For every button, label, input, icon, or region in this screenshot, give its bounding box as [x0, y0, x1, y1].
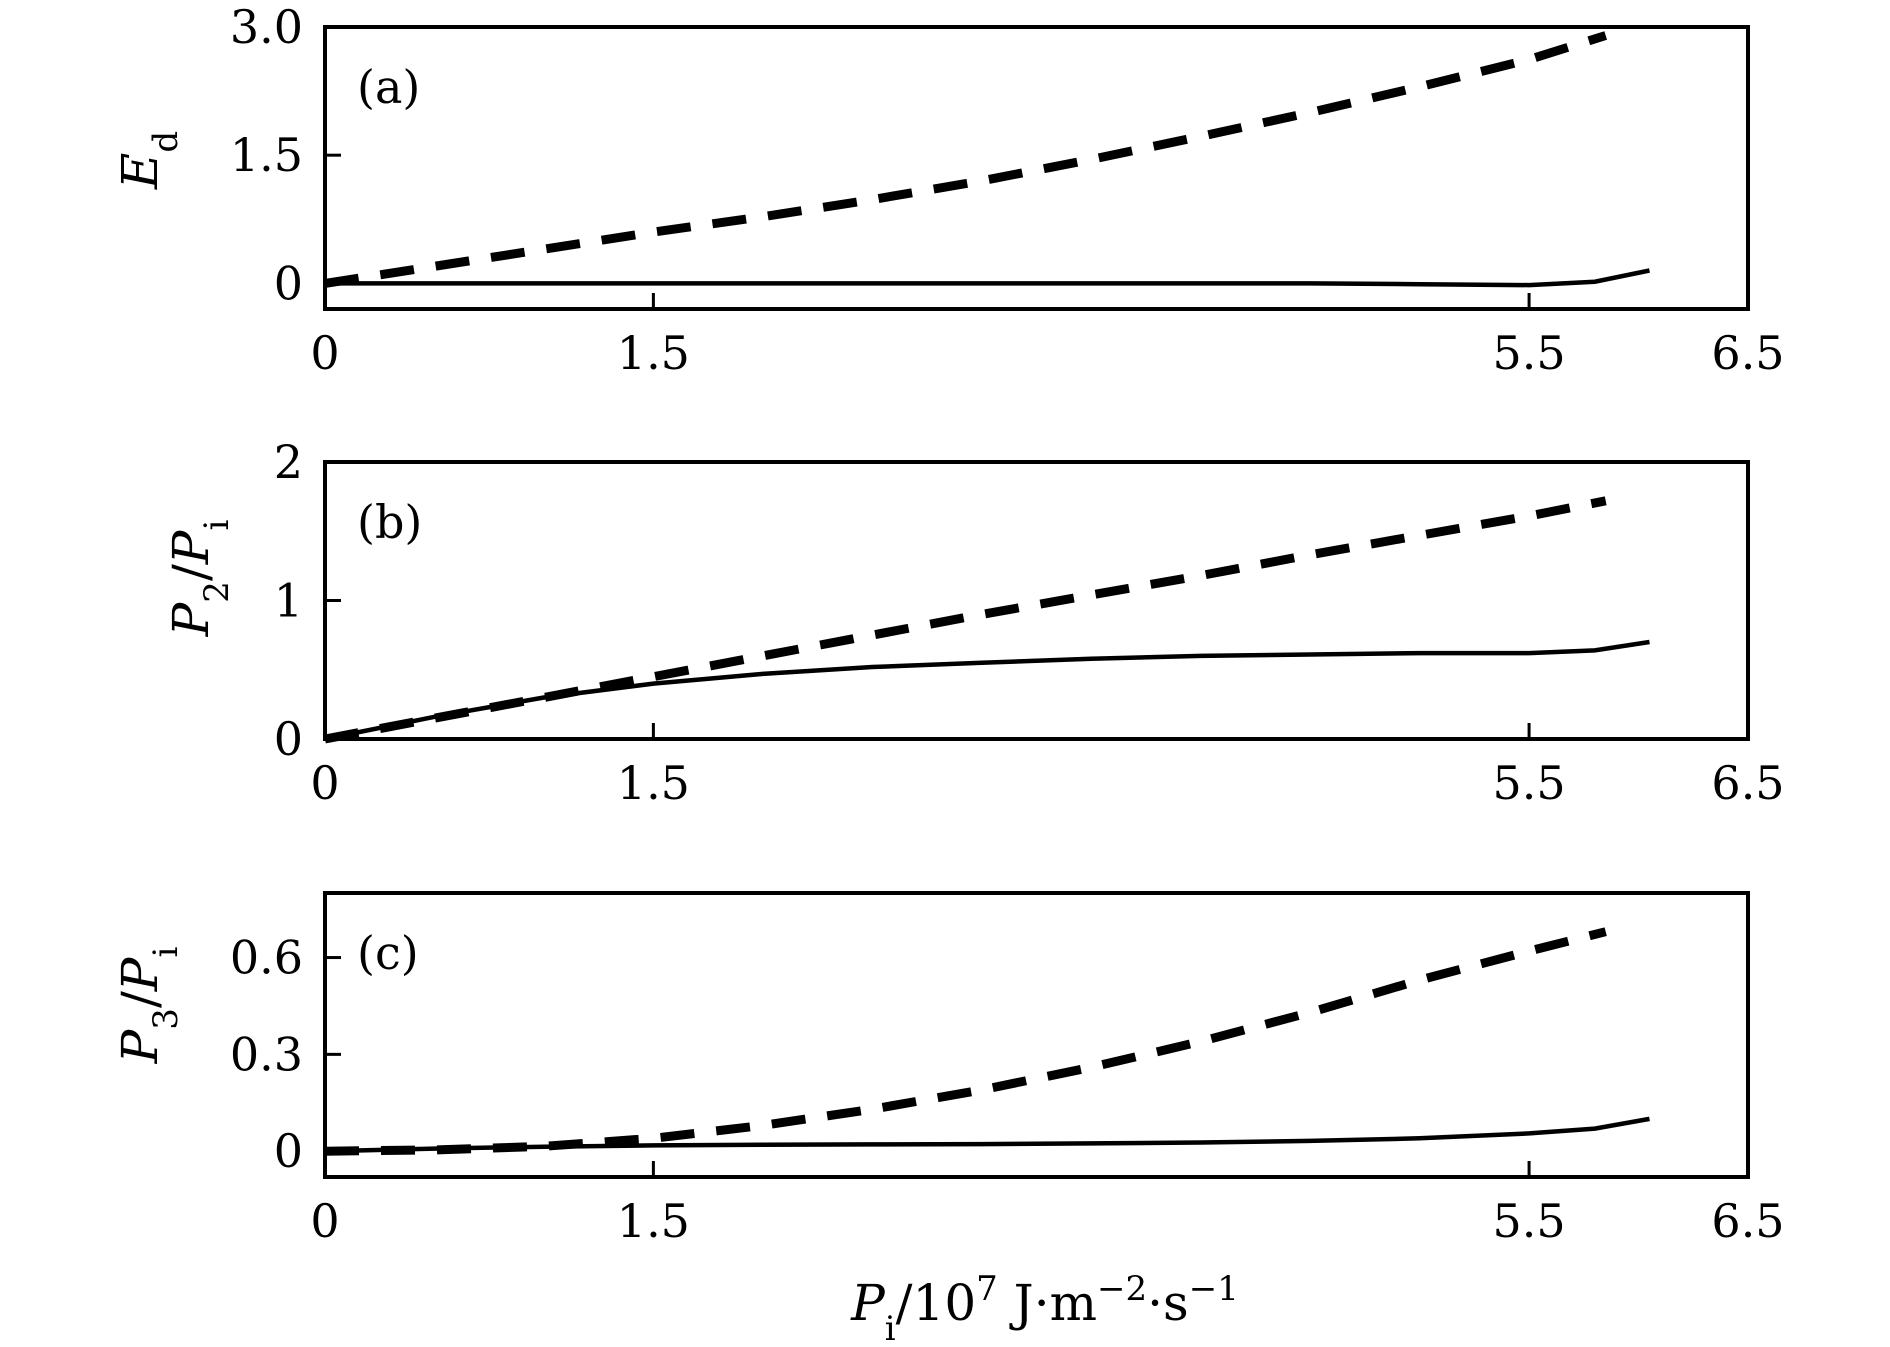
y-tick-label: 0.3 [230, 1027, 303, 1081]
y-tick-label: 1 [274, 574, 303, 628]
panel-label-c: (c) [357, 926, 419, 980]
panel-a: 0 1.5 5.5 6.5 0 1.5 3.0 (a) [230, 0, 1785, 380]
x-tick-label: 1.5 [617, 1194, 690, 1248]
series-dashed-b [324, 496, 1607, 744]
y-tick-label: 2 [274, 435, 303, 489]
x-tick-label: 6.5 [1711, 756, 1784, 810]
panel-b: 0 1.5 5.5 6.5 0 1 2 (b) [274, 435, 1785, 810]
series-solid-a [325, 268, 1650, 288]
plot-frame-a [323, 25, 1750, 311]
x-tick-label: 1.5 [617, 756, 690, 810]
xlabel: Pi/107 J·m−2·s−1 [850, 1269, 1239, 1347]
x-tick-label: 0 [310, 326, 339, 380]
y-tick-label: 1.5 [230, 128, 303, 182]
panel-label-a: (a) [357, 60, 420, 114]
x-tick-label: 1.5 [617, 326, 690, 380]
y-tick-label: 3.0 [230, 0, 303, 54]
x-tick-label: 5.5 [1492, 326, 1565, 380]
y-tick-label: 0 [274, 256, 303, 310]
x-tick-label: 5.5 [1492, 1194, 1565, 1248]
ylabel-b: P2/Pi [162, 520, 237, 638]
x-tick-label: 6.5 [1711, 326, 1784, 380]
ylabel-c: P3/Pi [111, 947, 186, 1065]
y-tick-label: 0 [274, 1124, 303, 1178]
series-dashed-c [324, 927, 1607, 1156]
panel-c: 0 1.5 5.5 6.5 0 0.3 0.6 (c) [230, 891, 1785, 1248]
x-tick-label: 5.5 [1492, 756, 1565, 810]
series-dashed-a [324, 31, 1608, 288]
ylabel-a: Ed [111, 131, 186, 190]
x-tick-label: 6.5 [1711, 1194, 1784, 1248]
x-tick-label: 0 [310, 1194, 339, 1248]
x-tick-label: 0 [310, 756, 339, 810]
y-tick-label: 0 [274, 712, 303, 766]
plot-frame-c [323, 891, 1750, 1179]
y-tick-label: 0.6 [230, 931, 303, 985]
panel-label-b: (b) [357, 495, 422, 549]
series-solid-b [324, 639, 1650, 742]
